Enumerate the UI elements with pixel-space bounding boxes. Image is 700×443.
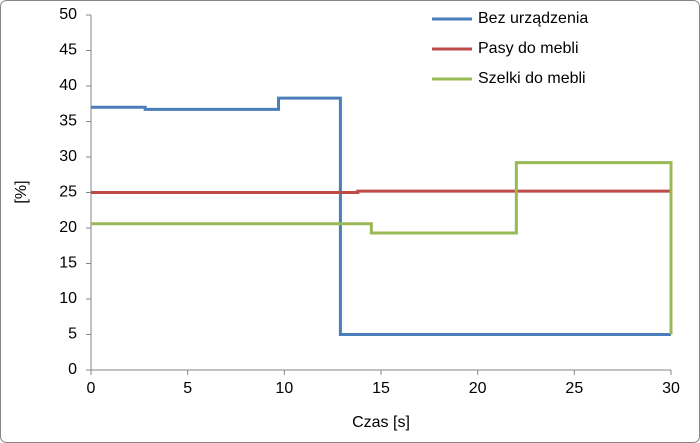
y-tick-label: 30 (59, 148, 77, 165)
legend-label: Pasy do mebli (478, 40, 579, 57)
y-tick-label: 20 (59, 219, 77, 236)
x-tick-label: 20 (469, 380, 487, 397)
x-axis-label: Czas [s] (352, 414, 410, 431)
y-tick-label: 45 (59, 42, 77, 59)
y-tick-label: 5 (68, 326, 77, 343)
x-tick-label: 10 (275, 380, 293, 397)
y-tick-label: 50 (59, 6, 77, 23)
series-line (91, 189, 671, 194)
y-tick-label: 35 (59, 113, 77, 130)
x-tick-label: 25 (565, 380, 583, 397)
x-tick-label: 30 (662, 380, 680, 397)
y-tick-label: 40 (59, 77, 77, 94)
x-tick-label: 0 (87, 380, 96, 397)
series-line (91, 96, 671, 336)
y-tick-label: 25 (59, 184, 77, 201)
legend-label: Szelki do mebli (478, 70, 586, 87)
x-tick-label: 15 (372, 380, 390, 397)
y-tick-label: 0 (68, 361, 77, 378)
y-axis-label: [%] (13, 180, 30, 203)
x-tick-label: 5 (183, 380, 192, 397)
y-tick-label: 10 (59, 290, 77, 307)
series-line (91, 161, 673, 335)
legend-label: Bez urządzenia (478, 10, 588, 27)
y-tick-label: 15 (59, 255, 77, 272)
